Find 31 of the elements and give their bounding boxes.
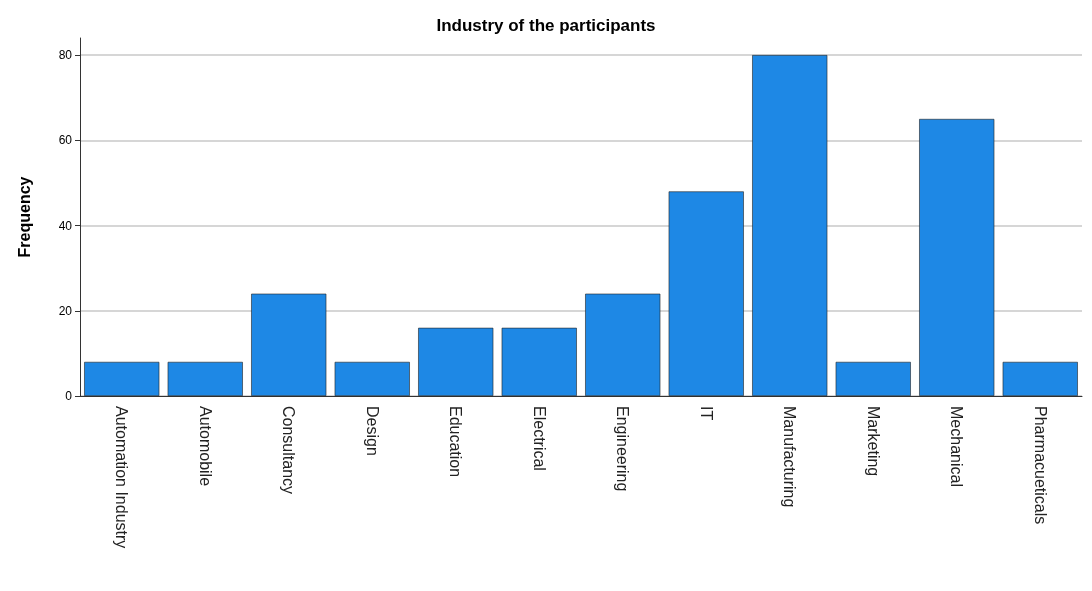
bar bbox=[501, 327, 577, 396]
y-axis-title: Frequency bbox=[15, 176, 33, 258]
x-tick-label: Automation Industry bbox=[113, 406, 131, 549]
y-tick-label: 60 bbox=[58, 133, 73, 148]
y-tick-label: 80 bbox=[58, 48, 73, 63]
x-tick-label: Education bbox=[447, 406, 465, 478]
bar bbox=[167, 361, 243, 396]
x-tick-label: Mechanical bbox=[948, 406, 966, 487]
x-tick-label: Marketing bbox=[864, 406, 882, 477]
x-tick-label: Engineering bbox=[614, 406, 632, 492]
y-tick-label: 0 bbox=[65, 389, 73, 403]
bar bbox=[835, 361, 911, 396]
bar bbox=[668, 191, 744, 396]
bar bbox=[752, 55, 828, 396]
x-tick-label: Electrical bbox=[530, 406, 548, 471]
x-tick-label: Design bbox=[363, 406, 381, 456]
x-tick-label: Automobile bbox=[196, 406, 214, 487]
bar bbox=[418, 327, 494, 396]
x-tick-label: Manufacturing bbox=[781, 406, 799, 508]
bar bbox=[585, 293, 661, 396]
bar bbox=[84, 361, 160, 396]
x-tick-label: Pharmacueticals bbox=[1031, 406, 1049, 525]
bar bbox=[251, 293, 327, 396]
x-tick-label: Consultancy bbox=[280, 406, 298, 495]
bar bbox=[1002, 361, 1078, 396]
y-tick-label: 20 bbox=[58, 303, 73, 318]
y-tick-label: 40 bbox=[58, 218, 73, 233]
chart-title: Industry of the participants bbox=[436, 16, 656, 35]
bar bbox=[334, 361, 410, 396]
x-tick-label: IT bbox=[697, 406, 715, 421]
bar bbox=[919, 118, 995, 396]
